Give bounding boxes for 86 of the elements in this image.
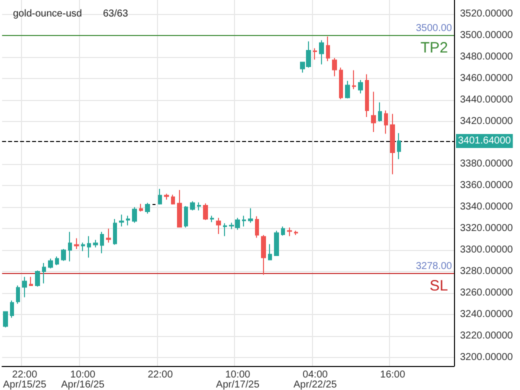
y-tick-label: 3380.00000: [460, 158, 514, 170]
candlestick: [171, 194, 175, 205]
candlestick: [345, 80, 350, 99]
candlestick: [261, 234, 266, 276]
candlestick: [93, 239, 98, 248]
candlestick: [352, 70, 356, 90]
y-tick-label: 3480.00000: [460, 51, 514, 62]
candlestick: [294, 230, 298, 236]
candlestick: [197, 202, 201, 211]
y-tick-label: 3320.00000: [460, 223, 514, 234]
candlestick: [48, 258, 53, 269]
ref-line-label: 3500.00: [416, 22, 452, 34]
candlestick: [223, 222, 227, 237]
y-tick-label: 3360.00000: [460, 180, 514, 192]
x-tick-label: 04:00 Apr/22/25: [294, 370, 338, 390]
y-tick-label: 3500.00000: [460, 30, 514, 41]
candlestick: [55, 256, 59, 266]
candlestick: [139, 203, 143, 212]
candlestick: [164, 193, 169, 200]
candlestick: [332, 57, 337, 77]
candlestick: [81, 242, 85, 252]
candlestick: [158, 188, 162, 205]
candlestick: [22, 276, 27, 298]
y-tick-label: 3260.00000: [460, 288, 514, 299]
candlestick: [371, 91, 376, 133]
ref-line-label: 3278.00: [416, 261, 452, 272]
candlestick: [378, 102, 382, 122]
candlestick: [35, 270, 40, 288]
x-tick-label: 22:00: [148, 370, 174, 380]
candlestick: [177, 189, 182, 228]
y-tick-label: 3240.00000: [460, 308, 514, 320]
annotation: SL: [430, 278, 448, 295]
candlestick: [313, 48, 317, 60]
candlestick: [255, 216, 259, 238]
x-tick-label: 16:00: [380, 370, 406, 380]
candlestick: [390, 113, 395, 175]
annotation: TP2: [420, 39, 448, 56]
candlestick: [42, 262, 46, 284]
candlestick: [29, 276, 33, 287]
y-tick-label: 3200.00000: [460, 352, 514, 363]
y-tick-label: 3420.00000: [460, 116, 514, 127]
candlestick: [132, 206, 137, 224]
text: 63/63: [103, 8, 128, 20]
candlestick: [16, 285, 20, 304]
x-tick-label: 22:00 Apr/15/25: [2, 370, 47, 390]
y-tick-label: 3220.00000: [460, 330, 514, 342]
candlestick: [358, 79, 363, 94]
candlestick: [10, 300, 14, 318]
candlestick: [216, 217, 221, 234]
candlestick: [61, 248, 66, 262]
candlestick: [339, 67, 343, 100]
y-tick-label: 3460.00000: [460, 72, 514, 84]
x-tick-label: 10:00 Apr/16/25: [61, 370, 105, 390]
y-tick-label: 3440.00000: [460, 94, 514, 106]
candlestick: [190, 200, 195, 211]
candlestick: [274, 230, 279, 256]
candlestick: [384, 110, 388, 134]
candlestick: [242, 215, 246, 227]
candlestick: [203, 202, 208, 221]
candlestick: [326, 36, 330, 62]
candlestick: [74, 238, 79, 250]
candlestick: [365, 74, 369, 118]
ref-line-label: 3401.64000: [458, 135, 512, 146]
candlestick: [126, 215, 130, 226]
candlestick: [268, 244, 272, 260]
candlestick: [397, 132, 401, 160]
candlestick: [287, 227, 292, 237]
y-tick-label: 3520.00000: [460, 8, 514, 20]
x-tick-label: 10:00 Apr/17/25: [216, 370, 260, 390]
candlestick: [210, 215, 214, 223]
y-tick-label: 3280.00000: [460, 266, 514, 278]
candlestick: [281, 226, 285, 236]
text: gold-ounce-usd: [13, 8, 82, 20]
candlestick: [119, 214, 124, 227]
candlestick: [106, 228, 111, 244]
candlestick: [145, 202, 150, 214]
candlestick: [100, 231, 104, 254]
candlestick: [248, 208, 253, 224]
candlestick: [113, 218, 117, 246]
y-tick-label: 3340.00000: [460, 202, 514, 213]
candlestick: [68, 231, 72, 262]
candlestick: [184, 206, 188, 228]
candlestick: [3, 310, 8, 328]
y-tick-label: 3300.00000: [460, 244, 514, 256]
candlestick: [87, 236, 91, 258]
candlestick: [319, 40, 324, 65]
